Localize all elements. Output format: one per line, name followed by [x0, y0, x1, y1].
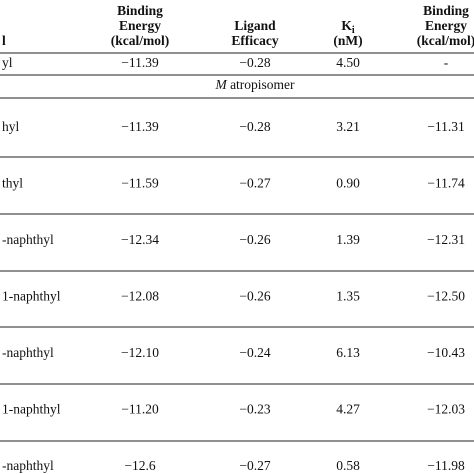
cell: −10.43	[427, 345, 465, 360]
section-text: atropisomer	[227, 77, 295, 92]
cell: -naphthyl	[2, 232, 54, 247]
cell: −11.59	[121, 176, 159, 191]
cell: 4.50	[336, 55, 360, 70]
cell: 0.90	[336, 176, 360, 191]
header-cell: (nM)	[333, 33, 362, 48]
cell: 4.27	[336, 402, 360, 417]
header-cell: (kcal/mol)	[417, 33, 474, 48]
cell: −11.39	[121, 55, 159, 70]
cell: 0.58	[336, 458, 360, 473]
cell: −0.26	[239, 289, 270, 304]
cell: −0.24	[239, 345, 270, 360]
header-cell: Energy	[425, 18, 467, 33]
cell: −12.08	[121, 289, 159, 304]
cell: −11.31	[427, 119, 465, 134]
cell: −0.27	[239, 458, 270, 473]
cell: −12.34	[121, 232, 159, 247]
header-subscript: i	[352, 25, 355, 36]
cell: −0.28	[239, 55, 270, 70]
header-cell: Ligand	[234, 18, 276, 33]
cell: 1-naphthyl	[2, 289, 61, 304]
cell: 1.35	[336, 289, 360, 304]
section-italic: M	[214, 77, 227, 92]
section-title: M atropisomer	[214, 77, 295, 92]
header-cell: (kcal/mol)	[111, 33, 170, 48]
cell: −12.50	[427, 289, 465, 304]
cell: -naphthyl	[2, 458, 54, 473]
cell: −11.20	[121, 402, 159, 417]
header-cell: Binding	[117, 3, 163, 18]
cell: −12.03	[427, 402, 465, 417]
cell: −0.27	[239, 176, 270, 191]
cell: thyl	[2, 176, 23, 191]
cell: 1-naphthyl	[2, 402, 61, 417]
cell: −11.39	[121, 119, 159, 134]
cell: yl	[2, 55, 13, 70]
header-cell: Binding	[423, 3, 469, 18]
cell: 6.13	[336, 345, 360, 360]
cell: −11.74	[427, 176, 465, 191]
cell: −0.28	[239, 119, 270, 134]
cell: hyl	[2, 119, 20, 134]
cell: −12.6	[124, 458, 155, 473]
header-cell: Efficacy	[231, 33, 278, 48]
cell: 1.39	[336, 232, 360, 247]
cell: −0.26	[239, 232, 270, 247]
cell: −11.98	[427, 458, 465, 473]
header-cell: Ki	[341, 18, 355, 36]
header-cell: Energy	[119, 18, 161, 33]
header-text: K	[341, 18, 352, 33]
cell: −12.10	[121, 345, 159, 360]
cell: -naphthyl	[2, 345, 54, 360]
cell: −12.31	[427, 232, 465, 247]
cell: 3.21	[336, 119, 360, 134]
header-cell: l	[2, 33, 6, 48]
cell: -	[444, 55, 449, 70]
cell: −0.23	[239, 402, 270, 417]
